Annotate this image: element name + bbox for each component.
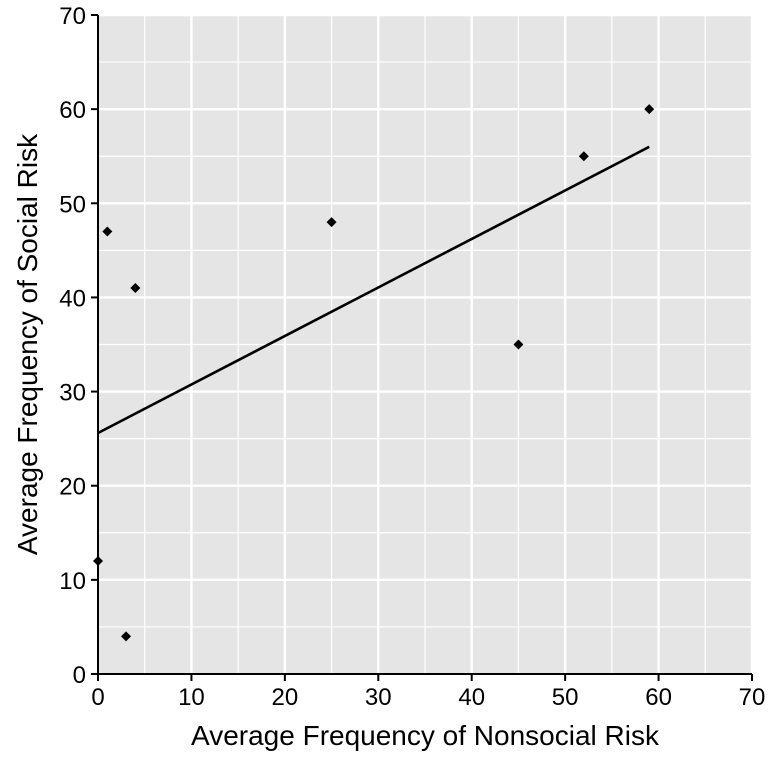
x-tick-label: 40 [458, 684, 485, 711]
y-tick-label: 20 [59, 474, 86, 501]
data-point [93, 556, 103, 567]
trendline [97, 145, 650, 435]
y-tick-label: 30 [59, 380, 86, 407]
x-tick-label: 70 [739, 684, 766, 711]
data-point [326, 217, 337, 228]
data-point [644, 104, 655, 115]
x-axis-title: Average Frequency of Nonsocial Risk [191, 720, 660, 751]
x-tick-label: 20 [272, 684, 299, 711]
y-tick-label: 0 [73, 662, 86, 689]
trendline-group [97, 145, 650, 435]
y-axis-ticks: 0 10 20 30 40 50 60 70 [59, 3, 98, 689]
data-point [130, 283, 141, 294]
y-tick-label: 60 [59, 97, 86, 124]
y-axis-title: Average Frequency of Social Risk [12, 133, 43, 555]
x-tick-label: 0 [91, 684, 104, 711]
x-tick-label: 60 [645, 684, 672, 711]
major-gridlines [98, 13, 754, 674]
data-points [93, 104, 655, 642]
y-tick-label: 50 [59, 191, 86, 218]
data-point [121, 631, 132, 642]
x-tick-label: 10 [178, 684, 205, 711]
x-axis-ticks: 0 10 20 30 40 50 60 70 [91, 674, 765, 711]
minor-gridlines [98, 15, 752, 674]
data-point [102, 226, 113, 237]
y-tick-label: 10 [59, 568, 86, 595]
data-point [513, 339, 524, 350]
y-tick-label: 40 [59, 285, 86, 312]
x-tick-label: 30 [365, 684, 392, 711]
x-tick-label: 50 [552, 684, 579, 711]
y-tick-label: 70 [59, 3, 86, 30]
data-point [578, 151, 589, 162]
